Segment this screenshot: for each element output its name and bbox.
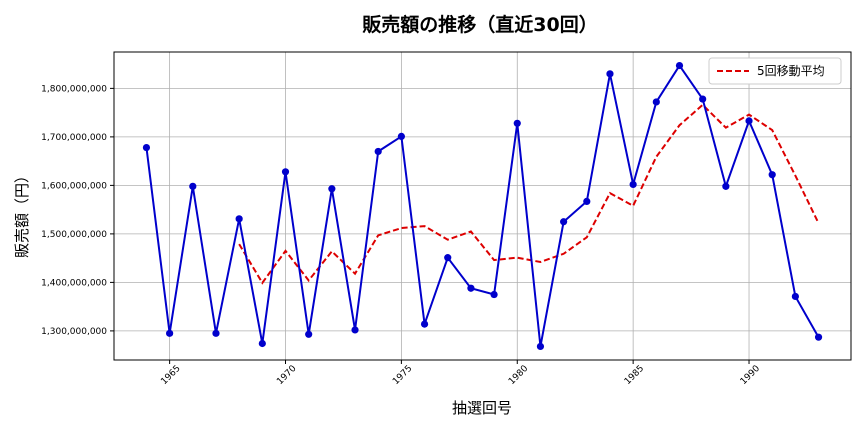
- data-point-sales: [791, 292, 799, 301]
- x-tick-label: 1980: [507, 364, 530, 387]
- data-point-sales: [351, 326, 359, 334]
- data-point-sales: [490, 290, 498, 299]
- y-tick-label: 1,500,000,000: [41, 230, 107, 240]
- legend: 5回移動平均: [708, 57, 842, 85]
- data-point-sales: [606, 70, 614, 78]
- data-point-sales: [629, 180, 637, 189]
- data-point-sales: [235, 215, 243, 223]
- data-point-sales: [328, 185, 336, 193]
- data-point-sales: [467, 284, 475, 292]
- data-point-sales: [189, 182, 197, 190]
- y-tick-label: 1,400,000,000: [41, 278, 107, 288]
- data-point-sales: [513, 119, 521, 127]
- series-layer: [142, 61, 823, 351]
- x-tick-label: 1970: [275, 364, 298, 387]
- grid: [114, 52, 851, 360]
- data-point-sales: [166, 329, 174, 337]
- series-line-moving-average: [238, 103, 820, 285]
- x-tick-label: 1975: [391, 364, 414, 387]
- data-point-sales: [583, 197, 591, 205]
- y-tick-label: 1,700,000,000: [41, 133, 107, 143]
- x-tick-label: 1965: [159, 364, 182, 387]
- x-tick-label: 1985: [623, 364, 646, 387]
- data-point-sales: [374, 147, 382, 156]
- data-point-sales: [142, 143, 151, 152]
- data-point-sales: [652, 98, 660, 106]
- data-point-sales: [745, 117, 753, 125]
- data-point-sales: [536, 342, 545, 351]
- chart-title: 販売額の推移（直近30回）: [362, 13, 597, 36]
- y-axis-title: 販売額（円）: [13, 168, 31, 258]
- data-point-sales: [305, 330, 313, 338]
- series-line-sales: [145, 63, 820, 347]
- data-point-sales: [444, 254, 452, 262]
- y-tick-label: 1,600,000,000: [41, 181, 107, 191]
- plot-frame: [113, 51, 852, 361]
- data-point-sales: [560, 218, 568, 226]
- x-axis-title: 抽選回号: [452, 399, 512, 417]
- data-point-sales: [281, 168, 290, 176]
- legend-box: [708, 57, 842, 85]
- data-point-sales: [420, 320, 429, 328]
- data-point-sales: [675, 61, 684, 70]
- y-tick-label: 1,800,000,000: [41, 84, 107, 94]
- data-point-sales: [768, 171, 776, 179]
- x-tick-label: 1990: [739, 364, 762, 387]
- data-point-sales: [397, 132, 405, 140]
- data-point-sales: [212, 329, 220, 337]
- data-point-sales: [258, 339, 266, 348]
- y-tick-label: 1,300,000,000: [41, 327, 107, 337]
- legend-label-moving-average: 5回移動平均: [757, 64, 825, 78]
- data-point-sales: [722, 182, 730, 190]
- data-point-sales: [699, 95, 707, 103]
- data-point-sales: [814, 333, 823, 341]
